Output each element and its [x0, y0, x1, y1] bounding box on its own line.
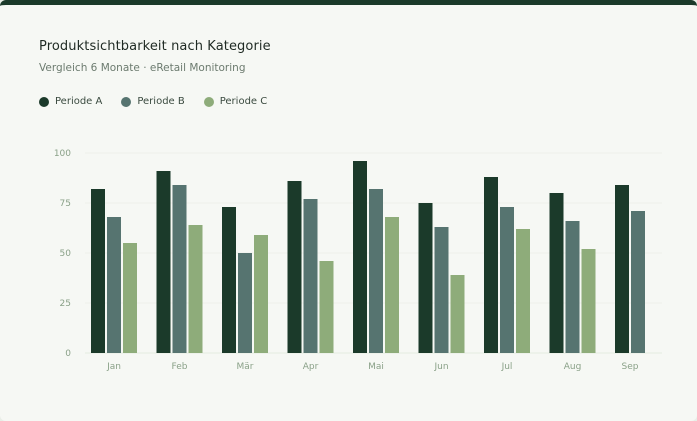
y-tick-label-75: 75	[60, 199, 71, 209]
x-tick-label-sep: Sep	[622, 362, 639, 372]
bar-feb-series-1	[156, 171, 171, 353]
y-tick-label-100: 100	[54, 149, 71, 159]
bar-mai-series-2	[369, 189, 383, 353]
legend-label-periode-b: Periode B	[137, 96, 185, 107]
bar-apr-series-2	[303, 199, 318, 353]
bar-jul-series-2	[500, 207, 514, 353]
bar-feb-series-2	[172, 185, 187, 353]
legend-swatch-periode-b	[121, 96, 132, 107]
x-tick-label-mai: Mai	[368, 362, 384, 372]
legend-swatch-periode-c	[203, 96, 214, 107]
bar-aug-series-2	[565, 221, 580, 353]
bar-jan-series-1	[91, 189, 105, 353]
legend-label-periode-c: Periode C	[219, 96, 268, 107]
bar-jan-series-3	[123, 243, 137, 353]
legend-item-periode-b[interactable]: Periode B	[121, 96, 185, 107]
bar-mär-series-1	[222, 207, 236, 353]
bar-aug-series-1	[549, 193, 564, 353]
bar-chart-plot: 0 25 50 75 100 Jan Feb Mär Apr Mai Jun Jul Aug Sep	[54, 149, 662, 372]
legend-label-periode-a: Periode A	[55, 96, 103, 107]
legend-item-periode-c[interactable]: Periode C	[203, 96, 268, 107]
x-tick-label-jun: Jun	[433, 362, 448, 372]
bar-mär-series-2	[238, 253, 252, 353]
legend-swatch-periode-a	[39, 96, 49, 107]
bar-jun-series-1	[418, 203, 433, 353]
bar-sep-series-1	[615, 185, 629, 353]
x-tick-label-apr: Apr	[303, 362, 319, 372]
bar-aug-series-3	[581, 249, 596, 353]
y-tick-label-0: 0	[65, 349, 71, 359]
chart-subtitle: Vergleich 6 Monate · eRetail Monitoring	[39, 62, 246, 74]
chart-title: Produktsichtbarkeit nach Kategorie	[39, 39, 271, 54]
bar-apr-series-1	[287, 181, 302, 353]
y-tick-label-25: 25	[60, 299, 71, 309]
bar-jun-series-3	[450, 275, 465, 353]
bar-mai-series-1	[353, 161, 367, 353]
bar-sep-series-2	[631, 211, 645, 353]
bar-jun-series-2	[434, 227, 449, 353]
bar-mär-series-3	[254, 235, 268, 353]
x-tick-label-feb: Feb	[172, 362, 188, 372]
x-tick-label-jan: Jan	[106, 362, 121, 372]
bar-mai-series-3	[385, 217, 399, 353]
bar-jan-series-2	[107, 217, 121, 353]
bar-jul-series-3	[516, 229, 530, 353]
y-tick-label-50: 50	[60, 249, 72, 259]
bar-jul-series-1	[484, 177, 498, 353]
chart-legend: Periode A Periode B Periode C	[39, 96, 286, 107]
x-tick-label-mär: Mär	[237, 362, 254, 372]
bar-feb-series-3	[188, 225, 203, 353]
x-tick-label-jul: Jul	[501, 362, 513, 372]
x-tick-label-aug: Aug	[564, 362, 582, 372]
legend-item-periode-a[interactable]: Periode A	[39, 96, 102, 107]
bar-apr-series-3	[319, 261, 334, 353]
